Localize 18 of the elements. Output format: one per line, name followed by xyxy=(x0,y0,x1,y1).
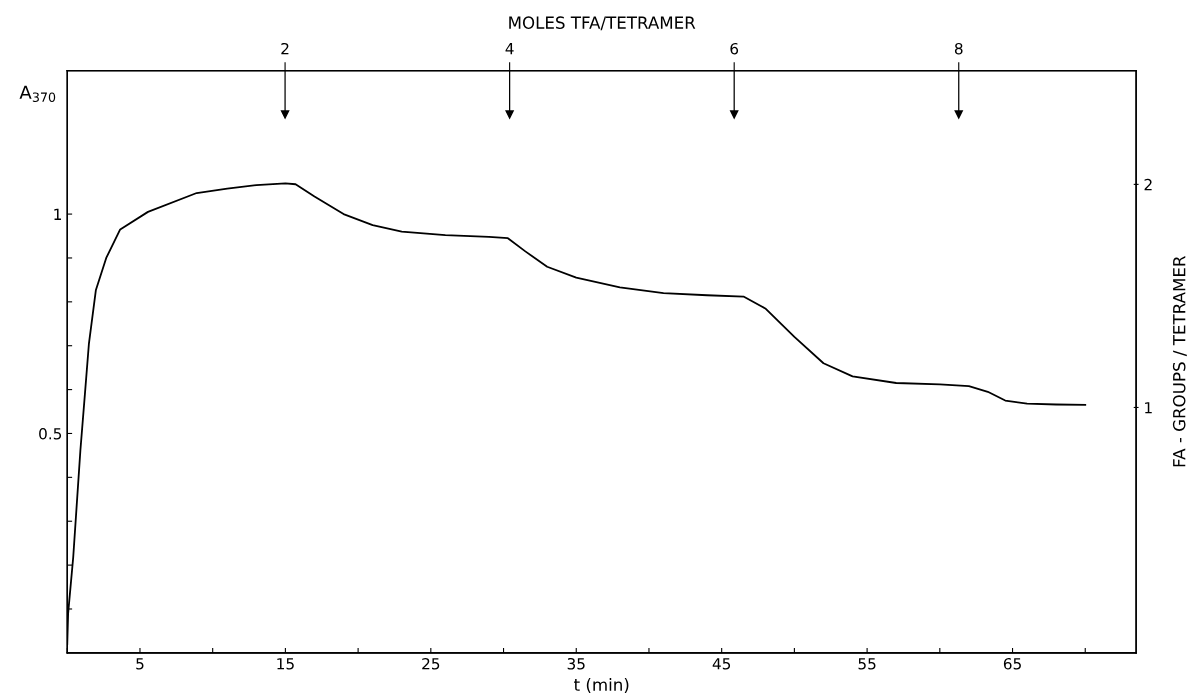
x-tick-label: 65 xyxy=(1003,658,1021,670)
x2-tick-label: 8 xyxy=(954,42,963,55)
x2-tick-label: 2 xyxy=(281,42,289,55)
x-axis-title: t (min) xyxy=(574,678,629,693)
x-tick-label: 15 xyxy=(277,658,294,670)
x-tick-label: 35 xyxy=(567,658,585,670)
x2-tick-label: 4 xyxy=(505,43,514,55)
x-tick-label: 25 xyxy=(422,658,440,670)
y2-axis-title: FA - GROUPS / TETRAMER xyxy=(1172,255,1187,467)
y-tick-label: 0.5 xyxy=(39,427,62,440)
x-tick-label: 55 xyxy=(858,658,876,670)
x-tick-label: 5 xyxy=(136,658,144,670)
y-axis-title: A$_{370}$ xyxy=(19,85,56,102)
y2-tick-label: 1 xyxy=(1145,402,1152,414)
x-tick-label: 45 xyxy=(712,658,731,670)
x2-axis-title: MOLES TFA/TETRAMER xyxy=(509,16,696,31)
y2-tick-label: 2 xyxy=(1144,178,1152,191)
x2-tick-label: 6 xyxy=(730,42,739,55)
